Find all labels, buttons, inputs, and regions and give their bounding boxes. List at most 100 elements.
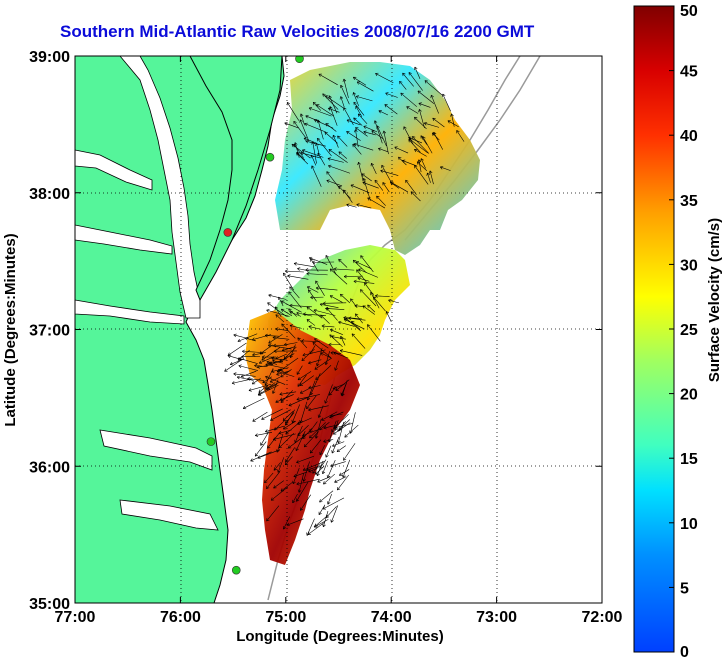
velocity-arrow-head [414,66,418,70]
velocity-arrow-head [352,92,354,96]
velocity-arrow [276,370,291,376]
velocity-arrow-head [402,160,405,164]
velocity-arrow-head [327,158,331,161]
velocity-arrow [414,149,427,157]
velocity-arrow [325,350,330,365]
velocity-arrow [288,291,302,309]
velocity-arrow [382,182,390,193]
velocity-arrow [338,259,348,268]
velocity-arrow [289,305,312,308]
velocity-arrow [340,336,346,346]
velocity-arrow-head [314,338,316,342]
velocity-arrow [301,340,320,342]
velocity-arrow-head [323,427,327,430]
velocity-arrow-head [329,295,332,299]
velocity-arrow [224,358,244,372]
velocity-arrow-head [231,383,236,385]
velocity-arrow-head [302,467,306,471]
velocity-arrow-head [241,356,245,359]
velocity-arrow [406,106,419,114]
velocity-arrow-head [322,471,326,475]
velocity-arrow [346,204,357,208]
velocity-arrow [356,204,372,209]
velocity-arrow-head [417,161,421,163]
velocity-arrow-head [350,298,354,301]
velocity-arrow [353,76,367,86]
colorbar-tick-label: 15 [680,451,698,468]
velocity-arrow-head [255,433,258,436]
velocity-arrow-head [331,429,333,433]
velocity-arrow [284,456,293,466]
velocity-arrow-head [244,337,248,341]
velocity-arrow-head [299,113,302,117]
velocity-arrow [424,122,440,128]
velocity-arrow-head [315,142,317,146]
velocity-arrow [324,131,338,144]
velocity-arrow-head [329,95,332,98]
velocity-arrow [281,308,293,317]
velocity-arrow [266,471,281,489]
velocity-arrow-head [273,350,277,353]
velocity-arrow [321,325,335,328]
velocity-arrow-head [279,446,283,449]
velocity-arrow-head [375,295,378,298]
velocity-arrow-head [319,453,323,456]
velocity-arrow [334,419,339,431]
velocity-arrow-head [371,130,374,134]
velocity-arrow-head [333,425,337,429]
colorbar-tick-label: 5 [680,580,689,597]
velocity-arrow-head [330,352,334,355]
velocity-arrow-head [279,392,283,395]
velocity-arrow-head [343,276,347,279]
velocity-arrow [303,461,310,482]
velocity-arrow-head [314,366,317,370]
velocity-arrow-head [348,317,352,321]
velocity-arrow-head [224,368,227,372]
velocity-arrow-head [385,92,388,96]
velocity-arrow [316,142,320,155]
velocity-arrow-head [274,427,276,431]
velocity-arrow [303,313,326,316]
velocity-arrow-head [287,102,291,104]
velocity-arrow-head [229,361,233,365]
velocity-arrow [378,148,389,153]
velocity-arrow [337,474,349,491]
velocity-arrow [355,127,368,137]
velocity-arrow [418,159,422,173]
x-tick-label: 72:00 [582,609,623,626]
velocity-arrow-head [326,516,330,518]
velocity-arrow-head [356,81,359,85]
velocity-arrow-head [293,474,297,477]
velocity-arrow [316,287,338,291]
velocity-arrow [321,411,338,421]
colorbar-tick-label: 45 [680,64,698,81]
velocity-arrow-head [417,90,420,94]
velocity-arrow-head [302,437,306,439]
velocity-arrow-head [257,457,261,459]
velocity-arrow-head [408,72,412,74]
velocity-arrow-head [273,485,275,489]
velocity-arrow [323,302,347,304]
velocity-arrow-head [291,144,294,148]
velocity-arrow-head [403,126,407,129]
velocity-arrow-head [334,367,336,371]
velocity-arrow [353,92,360,107]
velocity-arrow [299,119,310,141]
velocity-arrow-head [287,275,291,278]
velocity-arrow [275,353,287,360]
velocity-arrow-head [268,294,271,298]
velocity-arrow-head [340,293,344,296]
velocity-arrow [296,478,320,485]
velocity-arrow-head [423,122,427,126]
colorbar-tick-label: 50 [680,3,698,20]
velocity-arrow-head [306,273,310,276]
velocity-arrow [337,421,345,444]
velocity-arrow-head [293,142,296,146]
velocity-arrow [241,370,257,378]
velocity-arrow-head [305,140,309,144]
velocity-arrow-head [293,120,297,123]
velocity-arrow-head [300,119,303,122]
velocity-arrow-head [289,311,292,315]
velocity-arrow [278,432,295,449]
velocity-arrow-head [302,435,304,439]
